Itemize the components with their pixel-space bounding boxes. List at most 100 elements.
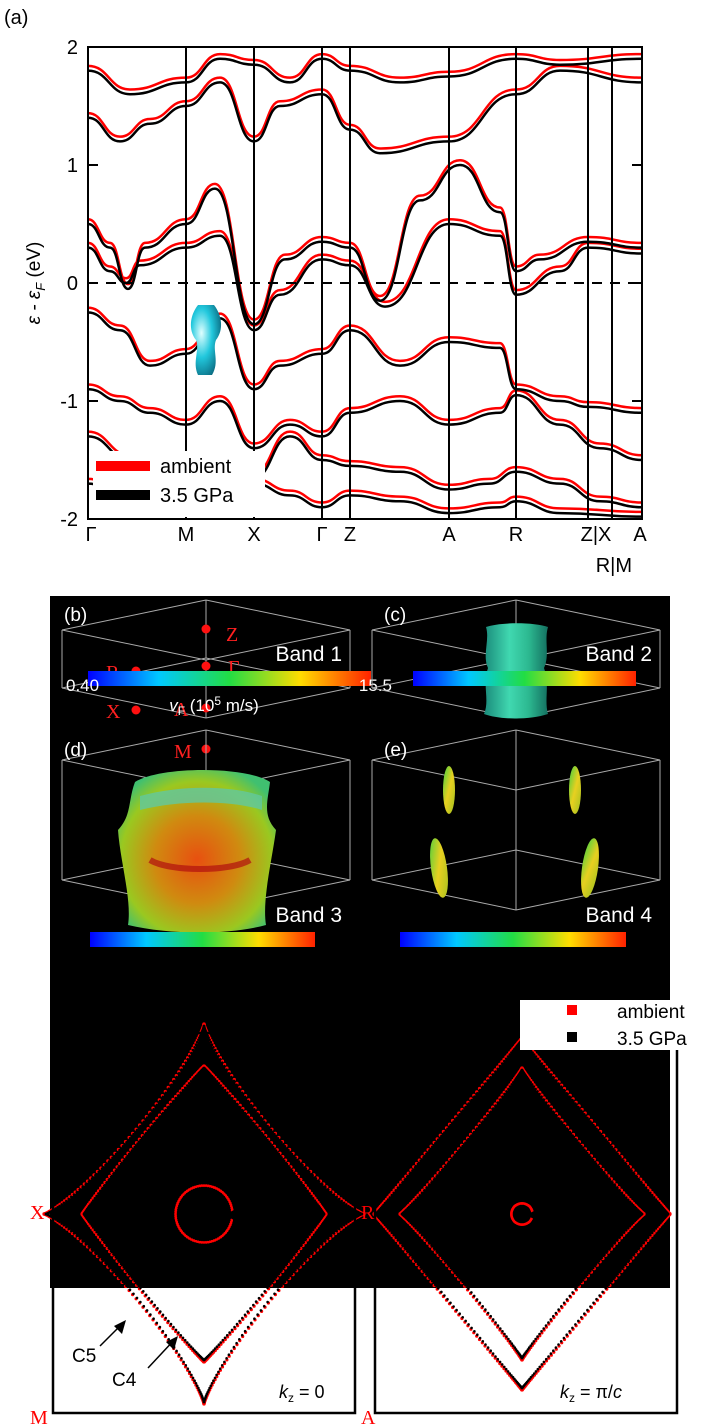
contour-point-3-5-gpa (640, 1244, 643, 1247)
contour-point-3-5-gpa (252, 1121, 255, 1125)
contour-point-3-5-gpa (97, 1233, 100, 1236)
colorbar (88, 671, 371, 686)
colorbar-min: 0.40 (66, 676, 99, 695)
contour-point-3-5-gpa (567, 1194, 570, 1197)
contour-point-3-5-gpa (458, 1113, 462, 1116)
contour-point-3-5-gpa (571, 1098, 574, 1102)
contour-point-3-5-gpa (646, 1189, 650, 1192)
contour-point-3-5-gpa (568, 1130, 572, 1134)
contour-point-3-5-gpa (586, 1151, 589, 1155)
contour-point-3-5-gpa (90, 1177, 94, 1180)
contour-point-3-5-gpa (317, 1245, 321, 1248)
contour-point-3-5-gpa (187, 1082, 191, 1085)
contour-point-3-5-gpa (654, 1198, 658, 1201)
contour-point-3-5-gpa (133, 1145, 137, 1149)
contour-point-3-5-gpa (506, 1262, 510, 1265)
contour-point-3-5-gpa (235, 1257, 238, 1260)
contour-point-3-5-gpa (161, 1313, 165, 1317)
contour-point-3-5-gpa (435, 1250, 439, 1253)
contour-point-3-5-gpa (121, 1145, 125, 1148)
contour-point-3-5-gpa (598, 1131, 601, 1134)
contour-point-3-5-gpa (342, 1223, 346, 1227)
contour-point-3-5-gpa (408, 1253, 412, 1256)
contour-point-3-5-gpa (295, 1175, 299, 1179)
curve-label-C4: C4 (112, 1370, 137, 1391)
contour-point-3-5-gpa (215, 1051, 218, 1055)
contour-point-3-5-gpa (441, 1256, 444, 1260)
contour-point-3-5-gpa (125, 1269, 128, 1272)
contour-point-3-5-gpa (591, 1158, 595, 1162)
contour-point-3-5-gpa (90, 1248, 94, 1251)
arrowhead-C5 (114, 1320, 126, 1334)
panel-label-e: (e) (384, 740, 407, 761)
contour-point-3-5-gpa (122, 1265, 126, 1269)
contour-point-3-5-gpa (164, 1333, 168, 1337)
contour-point-3-5-gpa (484, 1182, 487, 1186)
band-4-pocket (581, 838, 599, 898)
contour-point-3-5-gpa (176, 1210, 180, 1214)
contour-point-3-5-gpa (168, 1170, 171, 1173)
contour-point-3-5-gpa (626, 1226, 630, 1230)
curve-label-C1: C1 (578, 1206, 602, 1227)
contour-point-3-5-gpa (293, 1172, 296, 1176)
contour-point-3-5-gpa (199, 1391, 202, 1394)
contour-point-3-5-gpa (220, 1061, 224, 1064)
contour-point-3-5-gpa (181, 1088, 185, 1092)
contour-point-3-5-gpa (455, 1273, 459, 1277)
contour-point-3-5-gpa (440, 1290, 443, 1294)
contour-point-3-5-gpa (167, 1087, 170, 1090)
contour-point-3-5-gpa (532, 1053, 536, 1056)
contour-point-3-5-gpa (386, 1227, 390, 1230)
contour-point-3-5-gpa (554, 1346, 558, 1349)
contour-point-3-5-gpa (246, 1099, 250, 1103)
contour-point-3-5-gpa (193, 1076, 196, 1079)
bz-point-label: X (106, 701, 121, 723)
contour-point-3-5-gpa (628, 1224, 632, 1228)
contour-point-3-5-gpa (534, 1087, 537, 1091)
contour-point-3-5-gpa (156, 1307, 159, 1310)
colorbar-c (413, 671, 636, 686)
contour-point-3-5-gpa (223, 1088, 227, 1092)
contour-point-3-5-gpa (316, 1222, 319, 1225)
contour-point-3-5-gpa (640, 1181, 643, 1184)
contour-point-3-5-gpa (290, 1169, 294, 1172)
contour-point-3-5-gpa (172, 1325, 175, 1329)
y-axis-ticks: 2 1 0 -1 -2 (60, 37, 642, 531)
contour-point-3-5-gpa (306, 1235, 310, 1239)
contour-point-3-5-gpa (322, 1212, 326, 1216)
band-curve-ambient (88, 306, 642, 410)
contour-point-3-5-gpa (271, 1279, 275, 1283)
contour-point-3-5-gpa (161, 1175, 165, 1179)
contour-point-3-5-gpa (239, 1253, 243, 1257)
contour-point-3-5-gpa (577, 1319, 580, 1323)
contour-point-ambient (642, 1212, 646, 1216)
band-label-3: Band 3 (275, 904, 342, 927)
contour-point-3-5-gpa (406, 1250, 409, 1253)
contour-point-3-5-gpa (256, 1112, 259, 1115)
contour-point-3-5-gpa (114, 1169, 118, 1172)
contour-point-3-5-gpa (488, 1247, 492, 1250)
brillouin-box-edge (61, 729, 207, 761)
contour-point-3-5-gpa (560, 1305, 563, 1308)
contour-point-3-5-gpa (161, 1111, 165, 1115)
contour-point-3-5-gpa (107, 1178, 111, 1182)
contour-point-3-5-gpa (266, 1124, 269, 1128)
contour-point-3-5-gpa (151, 1232, 154, 1235)
contour-point-3-5-gpa (627, 1166, 631, 1169)
legend-fg-swatch-3-5-gpa (567, 1032, 577, 1042)
contour-point-3-5-gpa (392, 1191, 396, 1195)
contour-point-3-5-gpa (455, 1116, 458, 1120)
contour-point-3-5-gpa (125, 1284, 128, 1287)
contour-point-3-5-gpa (412, 1200, 416, 1204)
contour-point-3-5-gpa (475, 1298, 479, 1301)
contour-point-3-5-gpa (65, 1199, 68, 1203)
x-tick-label: M (178, 524, 195, 546)
contour-point-3-5-gpa (90, 1201, 94, 1204)
contour-point-3-5-gpa (342, 1201, 346, 1205)
y-tick-label: -1 (60, 391, 78, 413)
contour-point-3-5-gpa (449, 1266, 453, 1270)
contour-point-3-5-gpa (232, 1258, 236, 1262)
contour-point-3-5-gpa (216, 1265, 220, 1269)
contour-point-3-5-gpa (200, 1186, 204, 1190)
contour-point-3-5-gpa (156, 1182, 160, 1186)
